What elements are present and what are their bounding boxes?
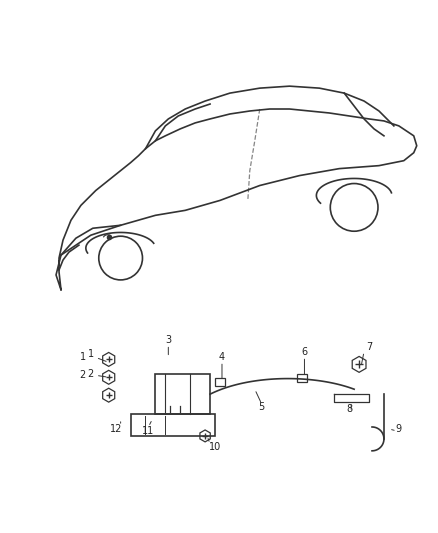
Text: 5: 5: [258, 402, 265, 412]
Text: 7: 7: [366, 343, 372, 352]
Text: 2: 2: [80, 370, 86, 381]
Text: 1: 1: [88, 350, 94, 359]
Text: 8: 8: [346, 404, 352, 414]
Text: 10: 10: [209, 442, 221, 452]
Text: 6: 6: [301, 348, 307, 358]
Text: 4: 4: [219, 352, 225, 362]
Bar: [297, 374, 307, 382]
Text: 11: 11: [142, 426, 155, 436]
Text: 9: 9: [396, 424, 402, 434]
Text: 12: 12: [110, 424, 122, 434]
Bar: [155, 374, 210, 414]
Bar: [131, 414, 215, 436]
Text: 3: 3: [165, 335, 171, 344]
Text: 1: 1: [80, 352, 86, 362]
Bar: [215, 378, 225, 386]
Text: 2: 2: [88, 369, 94, 379]
